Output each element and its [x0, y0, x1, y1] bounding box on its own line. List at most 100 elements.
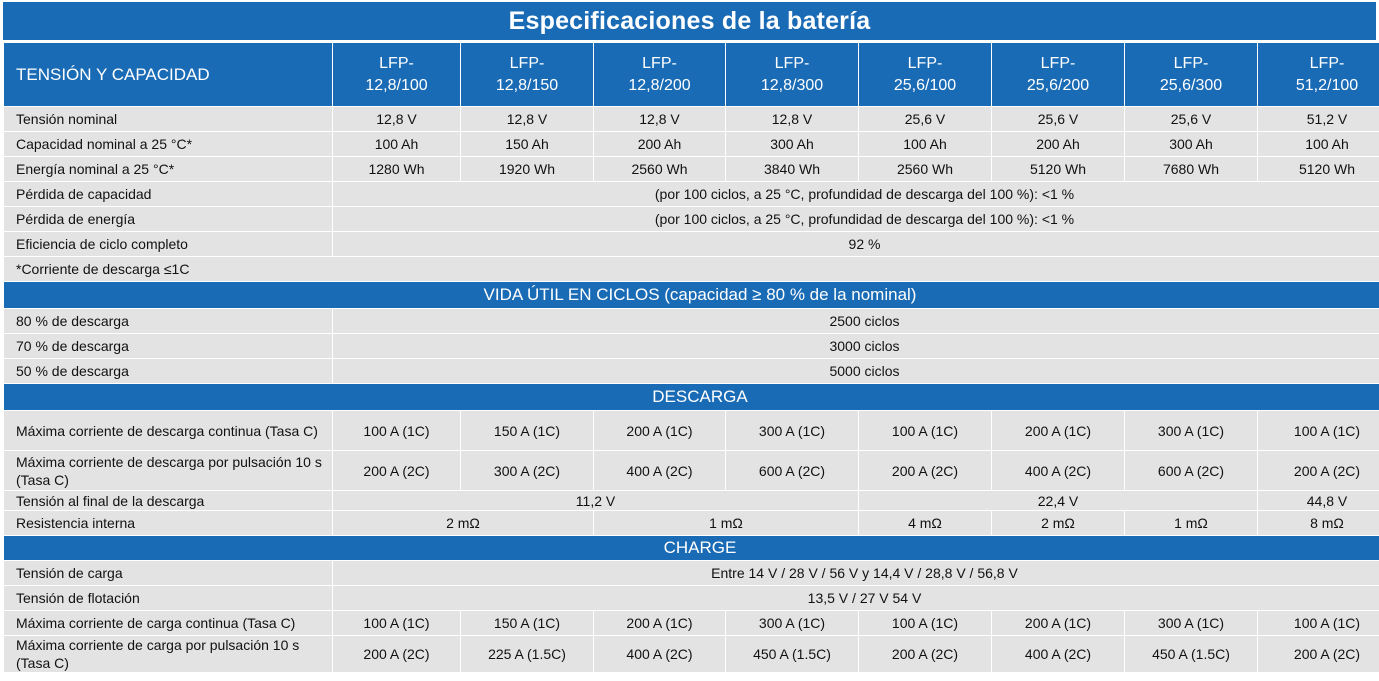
table-row: 70 % de descarga 3000 ciclos	[3, 333, 1379, 359]
cell: 2 mΩ	[332, 510, 594, 536]
table-title: Especificaciones de la batería	[3, 2, 1376, 40]
row-label: Máxima corriente de descarga continua (T…	[3, 410, 333, 451]
cell: 225 A (1.5C)	[460, 635, 594, 673]
table-row: Pérdida de capacidad (por 100 ciclos, a …	[3, 181, 1379, 207]
table-row: Máxima corriente de carga continua (Tasa…	[3, 610, 1379, 636]
cell: 200 A (2C)	[1257, 450, 1379, 491]
cell: 100 Ah	[1257, 131, 1379, 157]
cell: 12,8 V	[725, 106, 859, 132]
cell: 400 A (2C)	[991, 635, 1125, 673]
cell: 5120 Wh	[1257, 156, 1379, 182]
row-label: Tensión nominal	[3, 106, 333, 132]
cell: 300 A (1C)	[1124, 410, 1258, 451]
row-label: Pérdida de energía	[3, 206, 333, 232]
table-row: Capacidad nominal a 25 °C* 100 Ah 150 Ah…	[3, 131, 1379, 157]
cell: 450 A (1.5C)	[1124, 635, 1258, 673]
model-header-row: TENSIÓN Y CAPACIDAD LFP- 12,8/100 LFP- 12,…	[3, 42, 1379, 107]
cell: 400 A (2C)	[593, 450, 726, 491]
cell: 200 A (1C)	[593, 410, 726, 451]
section-title-charge: CHARGE	[3, 535, 1379, 561]
table-row: Eficiencia de ciclo completo 92 %	[3, 231, 1379, 257]
table-row: *Corriente de descarga ≤1C	[3, 256, 1379, 282]
table-row: Máxima corriente de descarga continua (T…	[3, 410, 1379, 451]
cell: 25,6 V	[991, 106, 1125, 132]
row-label: 50 % de descarga	[3, 358, 333, 384]
cell: Entre 14 V / 28 V / 56 V y 14,4 V / 28,8…	[332, 560, 1379, 586]
row-label: Capacidad nominal a 25 °C*	[3, 131, 333, 157]
cell: 200 A (2C)	[1257, 635, 1379, 673]
cell: 92 %	[332, 231, 1379, 257]
cell: 1920 Wh	[460, 156, 594, 182]
table-row: 50 % de descarga 5000 ciclos	[3, 358, 1379, 384]
section-header-row: VIDA ÚTIL EN CICLOS (capacidad ≥ 80 % de…	[3, 281, 1379, 309]
table-row: Energía nominal a 25 °C* 1280 Wh 1920 Wh…	[3, 156, 1379, 182]
cell: 100 Ah	[858, 131, 992, 157]
cell: 400 A (2C)	[593, 635, 726, 673]
cell: 3840 Wh	[725, 156, 859, 182]
cell: 100 A (1C)	[858, 410, 992, 451]
cell: 7680 Wh	[1124, 156, 1258, 182]
cell: 300 A (1C)	[725, 410, 859, 451]
row-label: Tensión de carga	[3, 560, 333, 586]
cell: 12,8 V	[332, 106, 461, 132]
model-header: LFP- 12,8/100	[332, 42, 461, 107]
cell: 200 A (2C)	[858, 635, 992, 673]
model-header: LFP- 12,8/300	[725, 42, 859, 107]
cell: 2 mΩ	[991, 510, 1125, 536]
cell: 100 Ah	[332, 131, 461, 157]
cell: 300 A (1C)	[725, 610, 859, 636]
row-label: Tensión de flotación	[3, 585, 333, 611]
cell: (por 100 ciclos, a 25 °C, profundidad de…	[332, 206, 1379, 232]
cell: 300 A (2C)	[460, 450, 594, 491]
cell: 51,2 V	[1257, 106, 1379, 132]
cell: 11,2 V	[332, 490, 859, 511]
table-row: Tensión de carga Entre 14 V / 28 V / 56 …	[3, 560, 1379, 586]
section-title-cycle-life: VIDA ÚTIL EN CICLOS (capacidad ≥ 80 % de…	[3, 281, 1379, 309]
section-header-row: CHARGE	[3, 535, 1379, 561]
cell: 300 Ah	[1124, 131, 1258, 157]
cell: 1 mΩ	[593, 510, 859, 536]
row-label: Energía nominal a 25 °C*	[3, 156, 333, 182]
table-row: Máxima corriente de descarga por pulsaci…	[3, 450, 1379, 491]
section-header-row: DESCARGA	[3, 383, 1379, 411]
row-label: 80 % de descarga	[3, 308, 333, 334]
footnote: *Corriente de descarga ≤1C	[3, 256, 1379, 282]
cell: 4 mΩ	[858, 510, 992, 536]
cell: 100 A (1C)	[332, 610, 461, 636]
cell: 200 A (1C)	[593, 610, 726, 636]
model-header: LFP- 25,6/100	[858, 42, 992, 107]
row-label: Máxima corriente de carga continua (Tasa…	[3, 610, 333, 636]
row-label: Resistencia interna	[3, 510, 333, 536]
cell: 200 Ah	[991, 131, 1125, 157]
model-header: LFP- 51,2/100	[1257, 42, 1379, 107]
row-label: Eficiencia de ciclo completo	[3, 231, 333, 257]
cell: 150 Ah	[460, 131, 594, 157]
cell: 200 A (1C)	[991, 410, 1125, 451]
cell: 12,8 V	[593, 106, 726, 132]
cell: 150 A (1C)	[460, 410, 594, 451]
cell: 150 A (1C)	[460, 610, 594, 636]
cell: 44,8 V	[1257, 490, 1379, 511]
table-row: Tensión nominal 12,8 V 12,8 V 12,8 V 12,…	[3, 106, 1379, 132]
cell: 450 A (1.5C)	[725, 635, 859, 673]
model-header: LFP- 25,6/200	[991, 42, 1125, 107]
cell: 25,6 V	[1124, 106, 1258, 132]
row-label: 70 % de descarga	[3, 333, 333, 359]
section-title-discharge: DESCARGA	[3, 383, 1379, 411]
cell: 1 mΩ	[1124, 510, 1258, 536]
cell: 200 Ah	[593, 131, 726, 157]
cell: 100 A (1C)	[1257, 410, 1379, 451]
section-label-voltage-capacity: TENSIÓN Y CAPACIDAD	[3, 42, 333, 107]
table-row: Máxima corriente de carga por pulsación …	[3, 635, 1379, 673]
cell: 5000 ciclos	[332, 358, 1379, 384]
cell: 200 A (2C)	[332, 635, 461, 673]
row-label: Máxima corriente de carga por pulsación …	[3, 635, 333, 673]
cell: 2560 Wh	[593, 156, 726, 182]
battery-spec-table: TENSIÓN Y CAPACIDAD LFP- 12,8/100 LFP- 12,…	[3, 42, 1379, 673]
cell: 100 A (1C)	[1257, 610, 1379, 636]
cell: 300 Ah	[725, 131, 859, 157]
cell: 5120 Wh	[991, 156, 1125, 182]
cell: 8 mΩ	[1257, 510, 1379, 536]
cell: 3000 ciclos	[332, 333, 1379, 359]
cell: 100 A (1C)	[858, 610, 992, 636]
